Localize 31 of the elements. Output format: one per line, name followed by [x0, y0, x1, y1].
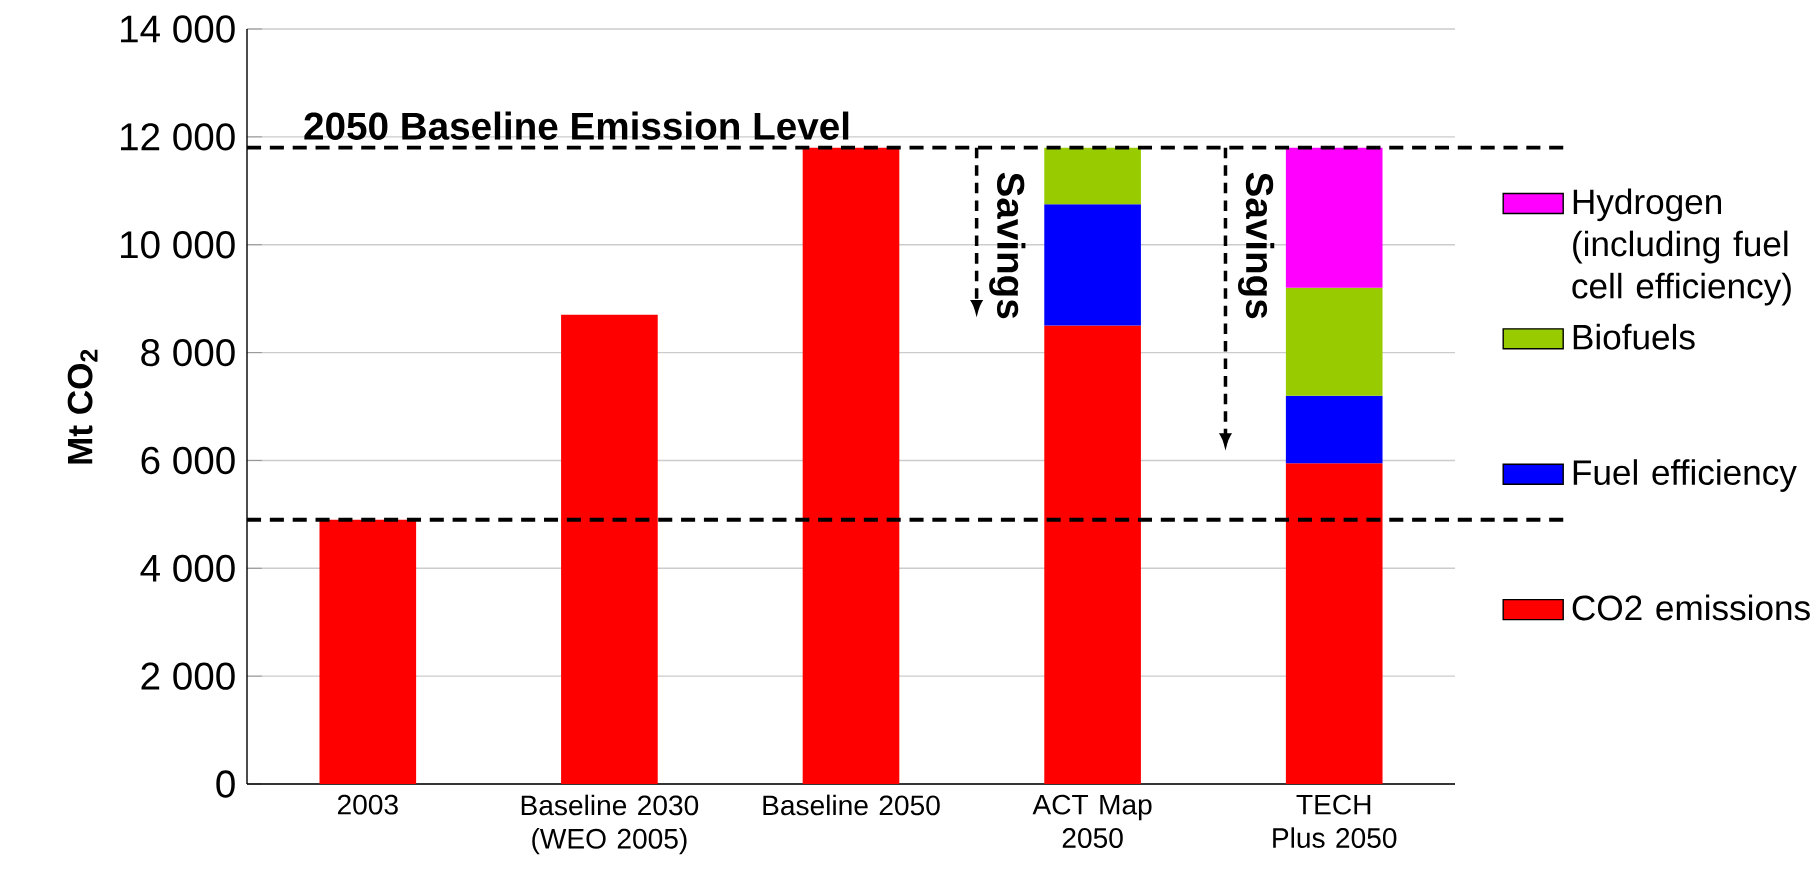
bar: [1285, 463, 1383, 785]
y-tick-label: 6 000: [141, 446, 235, 475]
x-tick-label: Baseline 2050: [763, 794, 940, 816]
bar: [1285, 287, 1383, 396]
legend-label: Hydrogen (including fuel cell efficiency): [1572, 188, 1791, 306]
y-tick-label: 2 000: [141, 662, 235, 690]
bar: [802, 147, 900, 785]
legend-label: CO2 emissions: [1572, 594, 1810, 621]
bar: [1044, 325, 1141, 785]
bar: [1285, 147, 1383, 288]
bar: [1044, 147, 1141, 205]
y-tick-label: 4 000: [140, 554, 235, 582]
x-tick-label: ACT Map 2050: [1032, 794, 1152, 848]
y-tick-label: 8 000: [141, 338, 235, 367]
y-tick-label: 10 000: [121, 231, 235, 259]
legend-label: Biofuels: [1573, 323, 1695, 350]
ref-line-label: 2050 Baseline Emission Level: [304, 111, 849, 140]
y-axis-title: Mt CO$_{2}$: [67, 349, 98, 464]
x-tick-label: Baseline 2030 (WEO 2005): [521, 794, 699, 855]
y-tick-label: 0: [216, 770, 235, 798]
y-tick-label: 14 000: [121, 15, 235, 43]
x-tick-label: 2003: [337, 794, 398, 815]
x-tick-label: TECH Plus 2050: [1273, 794, 1397, 848]
bar: [319, 519, 417, 785]
bar: [561, 314, 658, 785]
annotation: Savings: [1238, 172, 1275, 319]
y-tick-label: 12 000: [121, 123, 235, 151]
bar: [1285, 395, 1383, 464]
annotation: Savings: [989, 172, 1026, 319]
bar: [1044, 204, 1141, 326]
legend-label: Fuel efficiency: [1573, 459, 1797, 492]
